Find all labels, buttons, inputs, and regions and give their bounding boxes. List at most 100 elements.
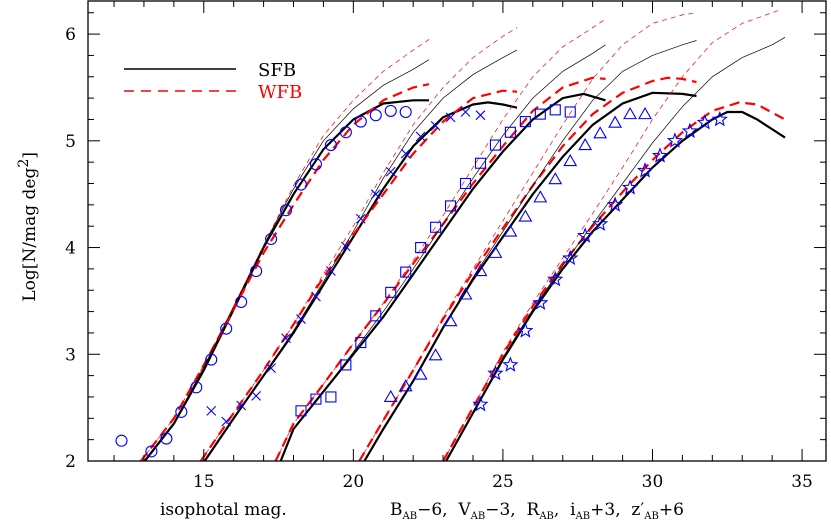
band-offset-z: z′AB+6 <box>631 500 684 522</box>
data-point-triangle <box>398 379 413 392</box>
data-point-star <box>532 294 549 310</box>
y-axis-label-close: ] <box>19 152 40 159</box>
data-point-circle <box>339 126 352 139</box>
model-curve-i-sfb-thin <box>363 40 697 461</box>
data-point-cross <box>340 241 351 252</box>
data-point-square <box>504 126 516 138</box>
data-point-triangle <box>533 190 548 203</box>
y-axis-label: Log[N/mag deg2] <box>16 137 40 317</box>
data-point-square <box>549 104 561 116</box>
data-point-cross <box>281 333 291 344</box>
data-point-circle <box>115 434 128 447</box>
model-curve-zp-sfb-thick <box>445 110 786 461</box>
model-curves <box>140 9 786 461</box>
model-curve-zp-sfb-thin <box>445 36 786 461</box>
x-axis-label: isophotal mag. <box>160 500 287 520</box>
data-point-triangle <box>413 367 428 380</box>
x-tick-label: 30 <box>642 472 664 492</box>
y-axis-label-text: Log[N/mag deg <box>19 167 40 302</box>
band-offset-r: RAB, <box>526 500 565 522</box>
x-tick-label: 35 <box>791 472 813 492</box>
data-point-square <box>445 200 457 212</box>
data-point-square <box>400 266 412 278</box>
y-tick-label: 2 <box>65 452 76 472</box>
data-point-circle <box>399 105 412 119</box>
data-point-square <box>325 391 337 403</box>
data-point-circle <box>220 322 233 335</box>
data-point-triangle <box>623 107 638 120</box>
data-point-triangle <box>578 137 593 151</box>
band-offset-v: VAB−3, <box>458 500 522 522</box>
data-point-triangle <box>428 348 443 361</box>
x-axis-band-offsets: BAB−6, VAB−3, RAB, iAB+3, z′AB+6 <box>390 500 684 522</box>
data-point-cross <box>475 110 486 121</box>
data-point-square <box>385 286 397 298</box>
data-point-circle <box>309 158 323 171</box>
data-point-circle <box>160 432 173 445</box>
model-curve-b-sfb-thick <box>143 99 429 461</box>
data-point-star <box>487 364 504 381</box>
x-tick-label: 25 <box>492 472 514 492</box>
data-point-star <box>696 114 713 130</box>
data-point-circle <box>250 264 263 278</box>
data-point-star <box>621 179 639 195</box>
legend-label-sfb: SFB <box>258 60 296 81</box>
data-point-circle <box>384 104 397 117</box>
data-point-star <box>577 227 594 243</box>
model-curve-zp-wfb-thin <box>442 9 782 461</box>
data-point-cross <box>385 166 396 177</box>
model-curve-i-wfb-thick <box>358 76 697 461</box>
data-point-star <box>636 162 654 178</box>
band-offset-i: iAB+3, <box>570 500 626 522</box>
data-point-star <box>681 122 698 139</box>
data-point-square <box>295 405 307 417</box>
data-point-cross <box>415 131 426 142</box>
band-offset-b: BAB−6, <box>390 500 453 522</box>
data-point-triangle <box>383 389 398 403</box>
data-point-triangle <box>608 115 623 128</box>
data-point-cross <box>326 266 336 276</box>
data-point-square <box>415 241 427 254</box>
data-point-triangle <box>593 126 608 139</box>
data-point-cross <box>296 314 306 324</box>
data-point-square <box>355 336 367 349</box>
y-tick-label: 4 <box>65 239 76 259</box>
data-point-square <box>430 221 442 233</box>
legend-label-wfb: WFB <box>258 82 302 103</box>
model-curve-zp-wfb-thick <box>442 101 786 461</box>
data-point-triangle <box>548 172 563 185</box>
data-point-square <box>459 177 472 190</box>
data-point-square <box>340 359 352 371</box>
data-point-square <box>534 108 546 120</box>
data-point-circle <box>279 204 293 217</box>
data-point-circle <box>145 445 158 458</box>
data-point-circle <box>205 353 218 366</box>
data-point-circle <box>190 381 203 394</box>
data-point-triangle <box>458 287 473 300</box>
data-point-cross <box>221 416 232 427</box>
y-axis-label-superscript: 2 <box>16 158 33 168</box>
data-point-cross <box>251 391 262 401</box>
data-point-triangle <box>503 224 518 237</box>
model-curve-v-sfb-thin <box>203 49 518 461</box>
model-curve-i-sfb-thick <box>363 91 697 461</box>
data-point-cross <box>445 112 456 123</box>
y-tick-label: 5 <box>65 132 76 152</box>
data-point-cross <box>370 189 381 200</box>
data-point-star <box>472 395 489 412</box>
data-point-square <box>564 106 576 118</box>
data-point-circle <box>294 178 308 191</box>
model-curve-v-wfb-thin <box>200 27 518 461</box>
data-point-star <box>502 356 519 372</box>
y-tick-label: 6 <box>65 25 76 45</box>
data-point-triangle <box>638 107 652 120</box>
data-point-circle <box>235 295 248 309</box>
model-curve-r-sfb-thin <box>279 44 606 461</box>
data-point-square <box>310 393 322 405</box>
data-point-star <box>606 196 624 212</box>
x-tick-label: 15 <box>193 472 215 492</box>
data-point-circle <box>175 405 188 418</box>
data-point-square <box>474 157 487 169</box>
data-point-cross <box>206 405 217 416</box>
data-point-triangle <box>488 245 503 258</box>
